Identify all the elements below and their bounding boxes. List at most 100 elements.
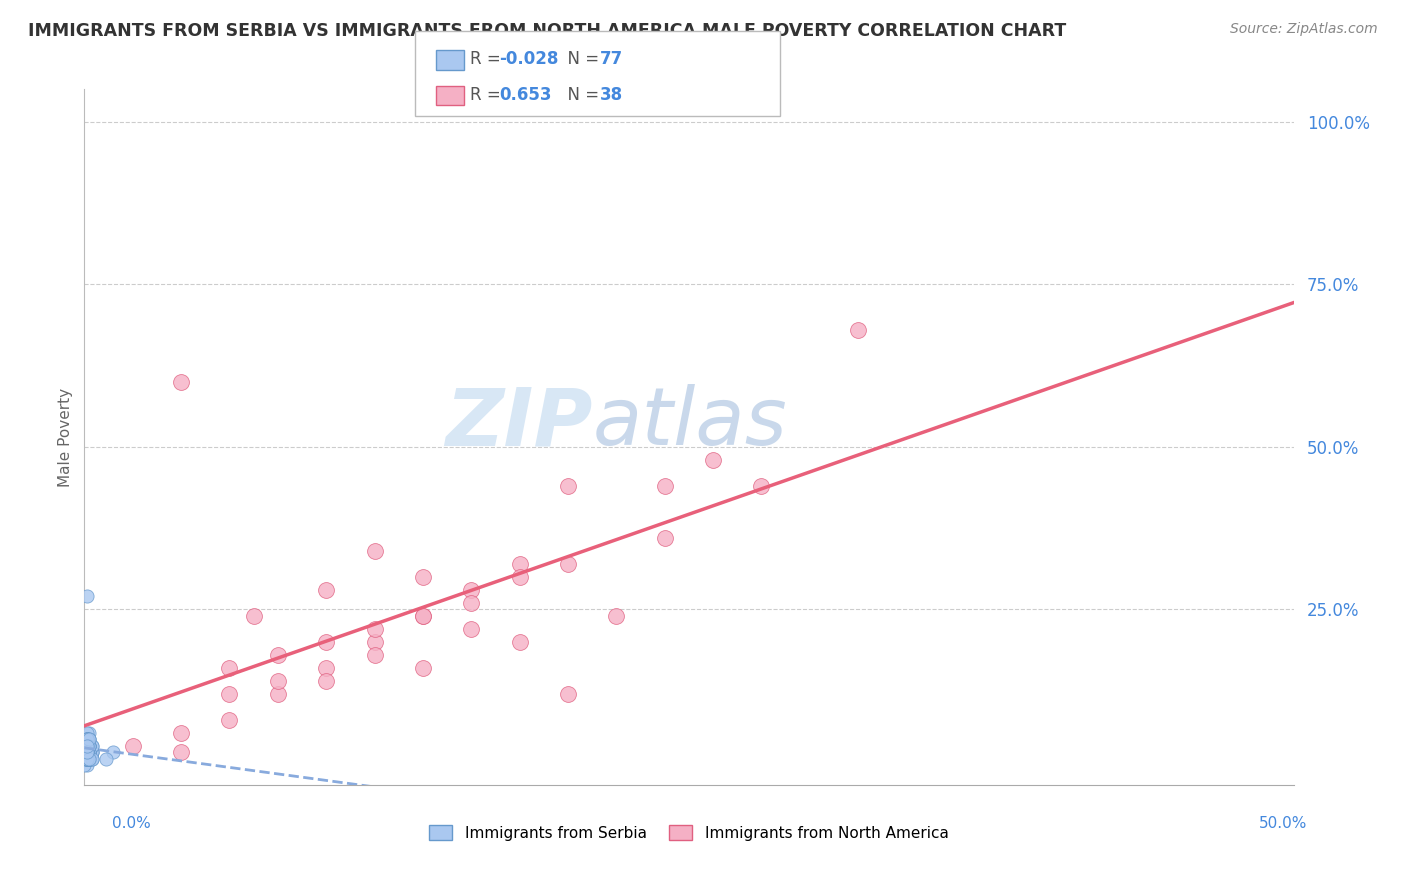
Text: R =: R = [470, 50, 506, 68]
Point [77, 752, 100, 766]
Point [76, 739, 98, 753]
Point [77, 732, 100, 747]
Point [76, 726, 98, 740]
Point [76, 746, 98, 760]
Point [73, 752, 96, 766]
Text: N =: N = [557, 86, 605, 103]
Point [460, 582, 482, 597]
Point [315, 673, 337, 688]
Text: atlas: atlas [592, 384, 787, 462]
Point [76, 732, 98, 747]
Point [80, 752, 103, 766]
Point [76, 746, 98, 760]
Point [77, 739, 100, 753]
Point [76, 752, 98, 766]
Point [363, 635, 385, 649]
Point [509, 635, 531, 649]
Point [73, 732, 96, 747]
Point [77, 732, 100, 747]
Point [77, 739, 100, 753]
Point [77, 739, 100, 753]
Point [412, 570, 434, 584]
Point [509, 570, 531, 584]
Point [242, 608, 264, 623]
Point [77, 739, 100, 753]
Point [94, 752, 117, 766]
Point [76, 752, 98, 766]
Point [77, 752, 100, 766]
Point [73, 746, 96, 760]
Point [460, 622, 482, 636]
Text: 38: 38 [600, 86, 623, 103]
Point [654, 531, 676, 545]
Point [76, 746, 98, 760]
Point [77, 739, 100, 753]
Point [412, 608, 434, 623]
Point [77, 739, 100, 753]
Y-axis label: Male Poverty: Male Poverty [58, 387, 73, 487]
Point [77, 746, 100, 760]
Point [80, 752, 103, 766]
Point [77, 739, 100, 753]
Point [218, 713, 240, 727]
Point [218, 687, 240, 701]
Text: 0.653: 0.653 [499, 86, 551, 103]
Point [170, 375, 193, 389]
Point [557, 687, 579, 701]
Point [76, 739, 98, 753]
Point [77, 739, 100, 753]
Point [76, 739, 98, 753]
Point [267, 673, 290, 688]
Point [605, 608, 627, 623]
Point [76, 732, 98, 747]
Point [460, 596, 482, 610]
Point [121, 739, 143, 753]
Point [76, 732, 98, 747]
Point [76, 739, 98, 753]
Point [76, 739, 98, 753]
Text: 0.0%: 0.0% [112, 816, 152, 831]
Point [76, 752, 98, 766]
Point [77, 746, 100, 760]
Point [77, 746, 100, 760]
Point [73, 758, 96, 772]
Text: IMMIGRANTS FROM SERBIA VS IMMIGRANTS FROM NORTH AMERICA MALE POVERTY CORRELATION: IMMIGRANTS FROM SERBIA VS IMMIGRANTS FRO… [28, 22, 1066, 40]
Point [76, 746, 98, 760]
Point [315, 635, 337, 649]
Point [751, 479, 773, 493]
Point [80, 746, 103, 760]
Point [363, 544, 385, 558]
Point [76, 732, 98, 747]
Point [218, 661, 240, 675]
Text: N =: N = [557, 50, 605, 68]
Point [77, 752, 100, 766]
Point [76, 732, 98, 747]
Point [77, 746, 100, 760]
Point [77, 752, 100, 766]
Point [76, 752, 98, 766]
Point [170, 746, 193, 760]
Point [315, 661, 337, 675]
Text: ZIP: ZIP [444, 384, 592, 462]
Point [76, 758, 98, 772]
Point [412, 608, 434, 623]
Point [80, 746, 103, 760]
Point [77, 752, 100, 766]
Point [77, 746, 100, 760]
Point [77, 726, 100, 740]
Point [702, 453, 724, 467]
Point [76, 746, 98, 760]
Point [76, 746, 98, 760]
Point [509, 557, 531, 571]
Text: -0.028: -0.028 [499, 50, 558, 68]
Point [76, 752, 98, 766]
Point [76, 746, 98, 760]
Point [76, 746, 98, 760]
Point [103, 746, 125, 760]
Point [76, 746, 98, 760]
Point [77, 739, 100, 753]
Point [80, 739, 103, 753]
Point [412, 661, 434, 675]
Point [76, 746, 98, 760]
Point [76, 739, 98, 753]
